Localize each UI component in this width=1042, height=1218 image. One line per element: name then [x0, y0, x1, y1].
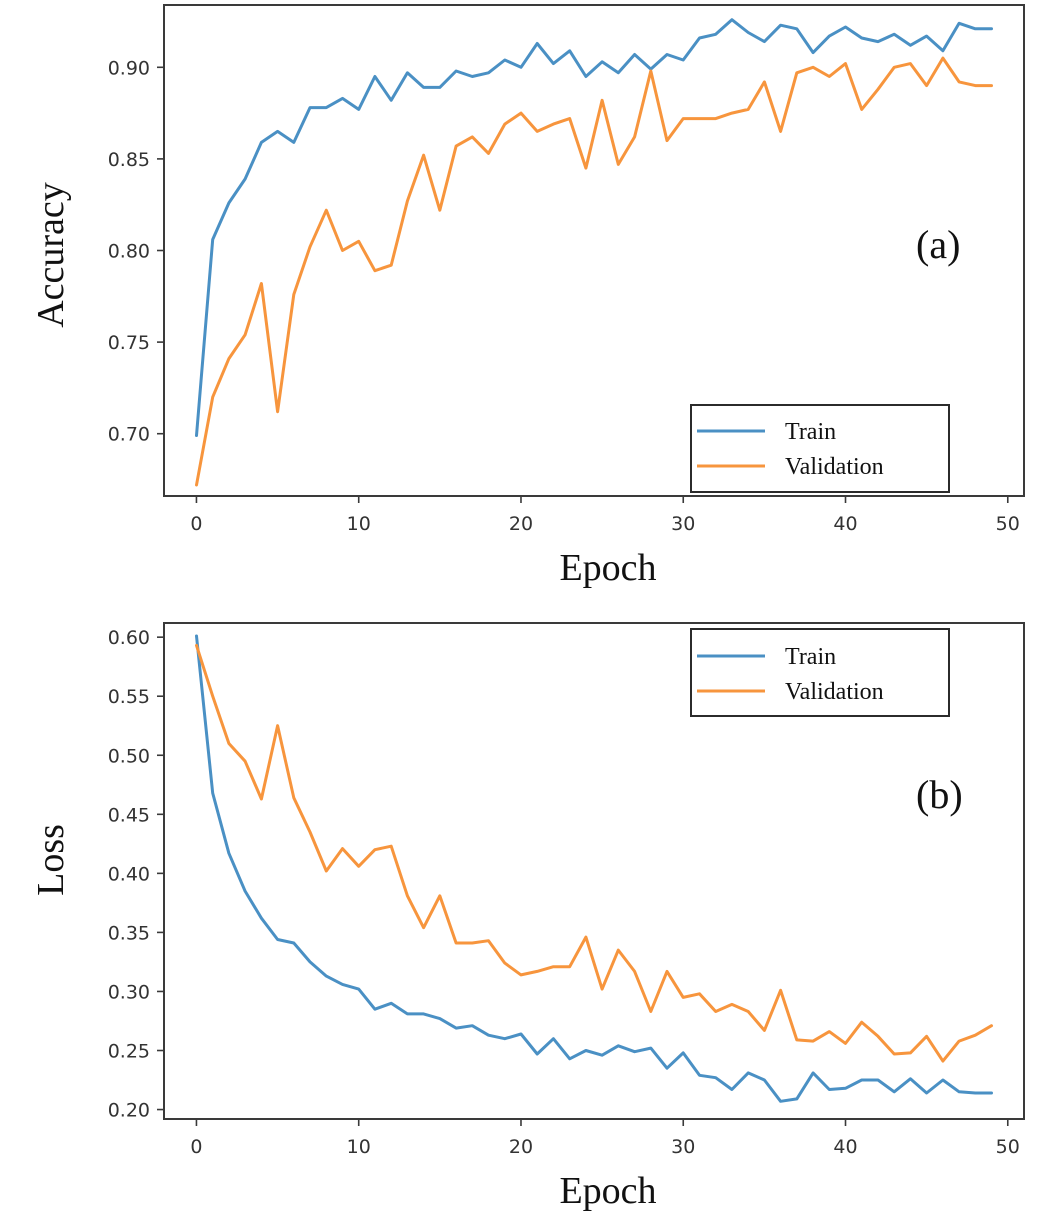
y-tick-label: 0.60	[108, 627, 150, 649]
series-line-train	[195, 634, 993, 1103]
accuracy-chart: 0 10 20 30 40 50 0.70 0.75 0.80 0.85 0.90 Epoch A…	[30, 4, 1025, 589]
x-tick-label: 40	[833, 513, 857, 535]
x-tick-label: 0	[190, 513, 202, 535]
legend-label-validation: Validation	[785, 679, 884, 705]
legend-label-train: Train	[785, 419, 836, 445]
series-lines	[195, 634, 993, 1103]
loss-chart: 0 10 20 30 40 50 0.20 0.25 0.30 0.35 0.40 0.45 0.50…	[30, 622, 1025, 1212]
y-tick-label: 0.45	[108, 804, 150, 826]
series-line-validation	[195, 643, 993, 1063]
y-axis: 0.70 0.75 0.80 0.85 0.90	[108, 57, 164, 446]
panel-label: (b)	[916, 772, 963, 817]
legend: Train Validation	[690, 628, 950, 717]
y-axis-label: Accuracy	[30, 182, 72, 328]
x-tick-label: 0	[190, 1136, 202, 1158]
x-axis-label: Epoch	[559, 547, 656, 589]
legend-label-validation: Validation	[785, 454, 884, 480]
x-tick-label: 10	[347, 513, 371, 535]
x-tick-label: 50	[996, 513, 1020, 535]
legend: Train Validation	[690, 404, 950, 493]
legend-box	[690, 404, 950, 493]
y-tick-label: 0.30	[108, 981, 150, 1003]
y-tick-label: 0.35	[108, 922, 150, 944]
x-tick-label: 20	[509, 513, 533, 535]
x-tick-label: 50	[996, 1136, 1020, 1158]
x-tick-label: 10	[347, 1136, 371, 1158]
series-lines	[195, 18, 993, 487]
x-tick-label: 20	[509, 1136, 533, 1158]
y-tick-label: 0.70	[108, 424, 150, 446]
y-tick-label: 0.85	[108, 149, 150, 171]
y-tick-label: 0.75	[108, 332, 150, 354]
y-tick-label: 0.90	[108, 57, 150, 79]
y-tick-label: 0.50	[108, 745, 150, 767]
x-tick-label: 30	[671, 513, 695, 535]
y-tick-label: 0.20	[108, 1100, 150, 1122]
x-tick-label: 30	[671, 1136, 695, 1158]
y-tick-label: 0.55	[108, 686, 150, 708]
y-axis-label: Loss	[30, 824, 72, 896]
series-line-train	[195, 18, 993, 437]
legend-label-train: Train	[785, 644, 836, 670]
legend-box	[690, 628, 950, 717]
series-line-validation	[195, 56, 993, 487]
x-axis-label: Epoch	[559, 1170, 656, 1212]
plot-frame	[163, 622, 1025, 1120]
y-tick-label: 0.40	[108, 863, 150, 885]
x-tick-label: 40	[833, 1136, 857, 1158]
y-tick-label: 0.80	[108, 241, 150, 263]
x-axis: 0 10 20 30 40 50	[190, 496, 1020, 535]
y-tick-label: 0.25	[108, 1041, 150, 1063]
y-axis: 0.20 0.25 0.30 0.35 0.40 0.45 0.50 0.55 0.60	[108, 627, 164, 1122]
panel-label: (a)	[916, 222, 960, 267]
x-axis: 0 10 20 30 40 50	[190, 1119, 1020, 1158]
